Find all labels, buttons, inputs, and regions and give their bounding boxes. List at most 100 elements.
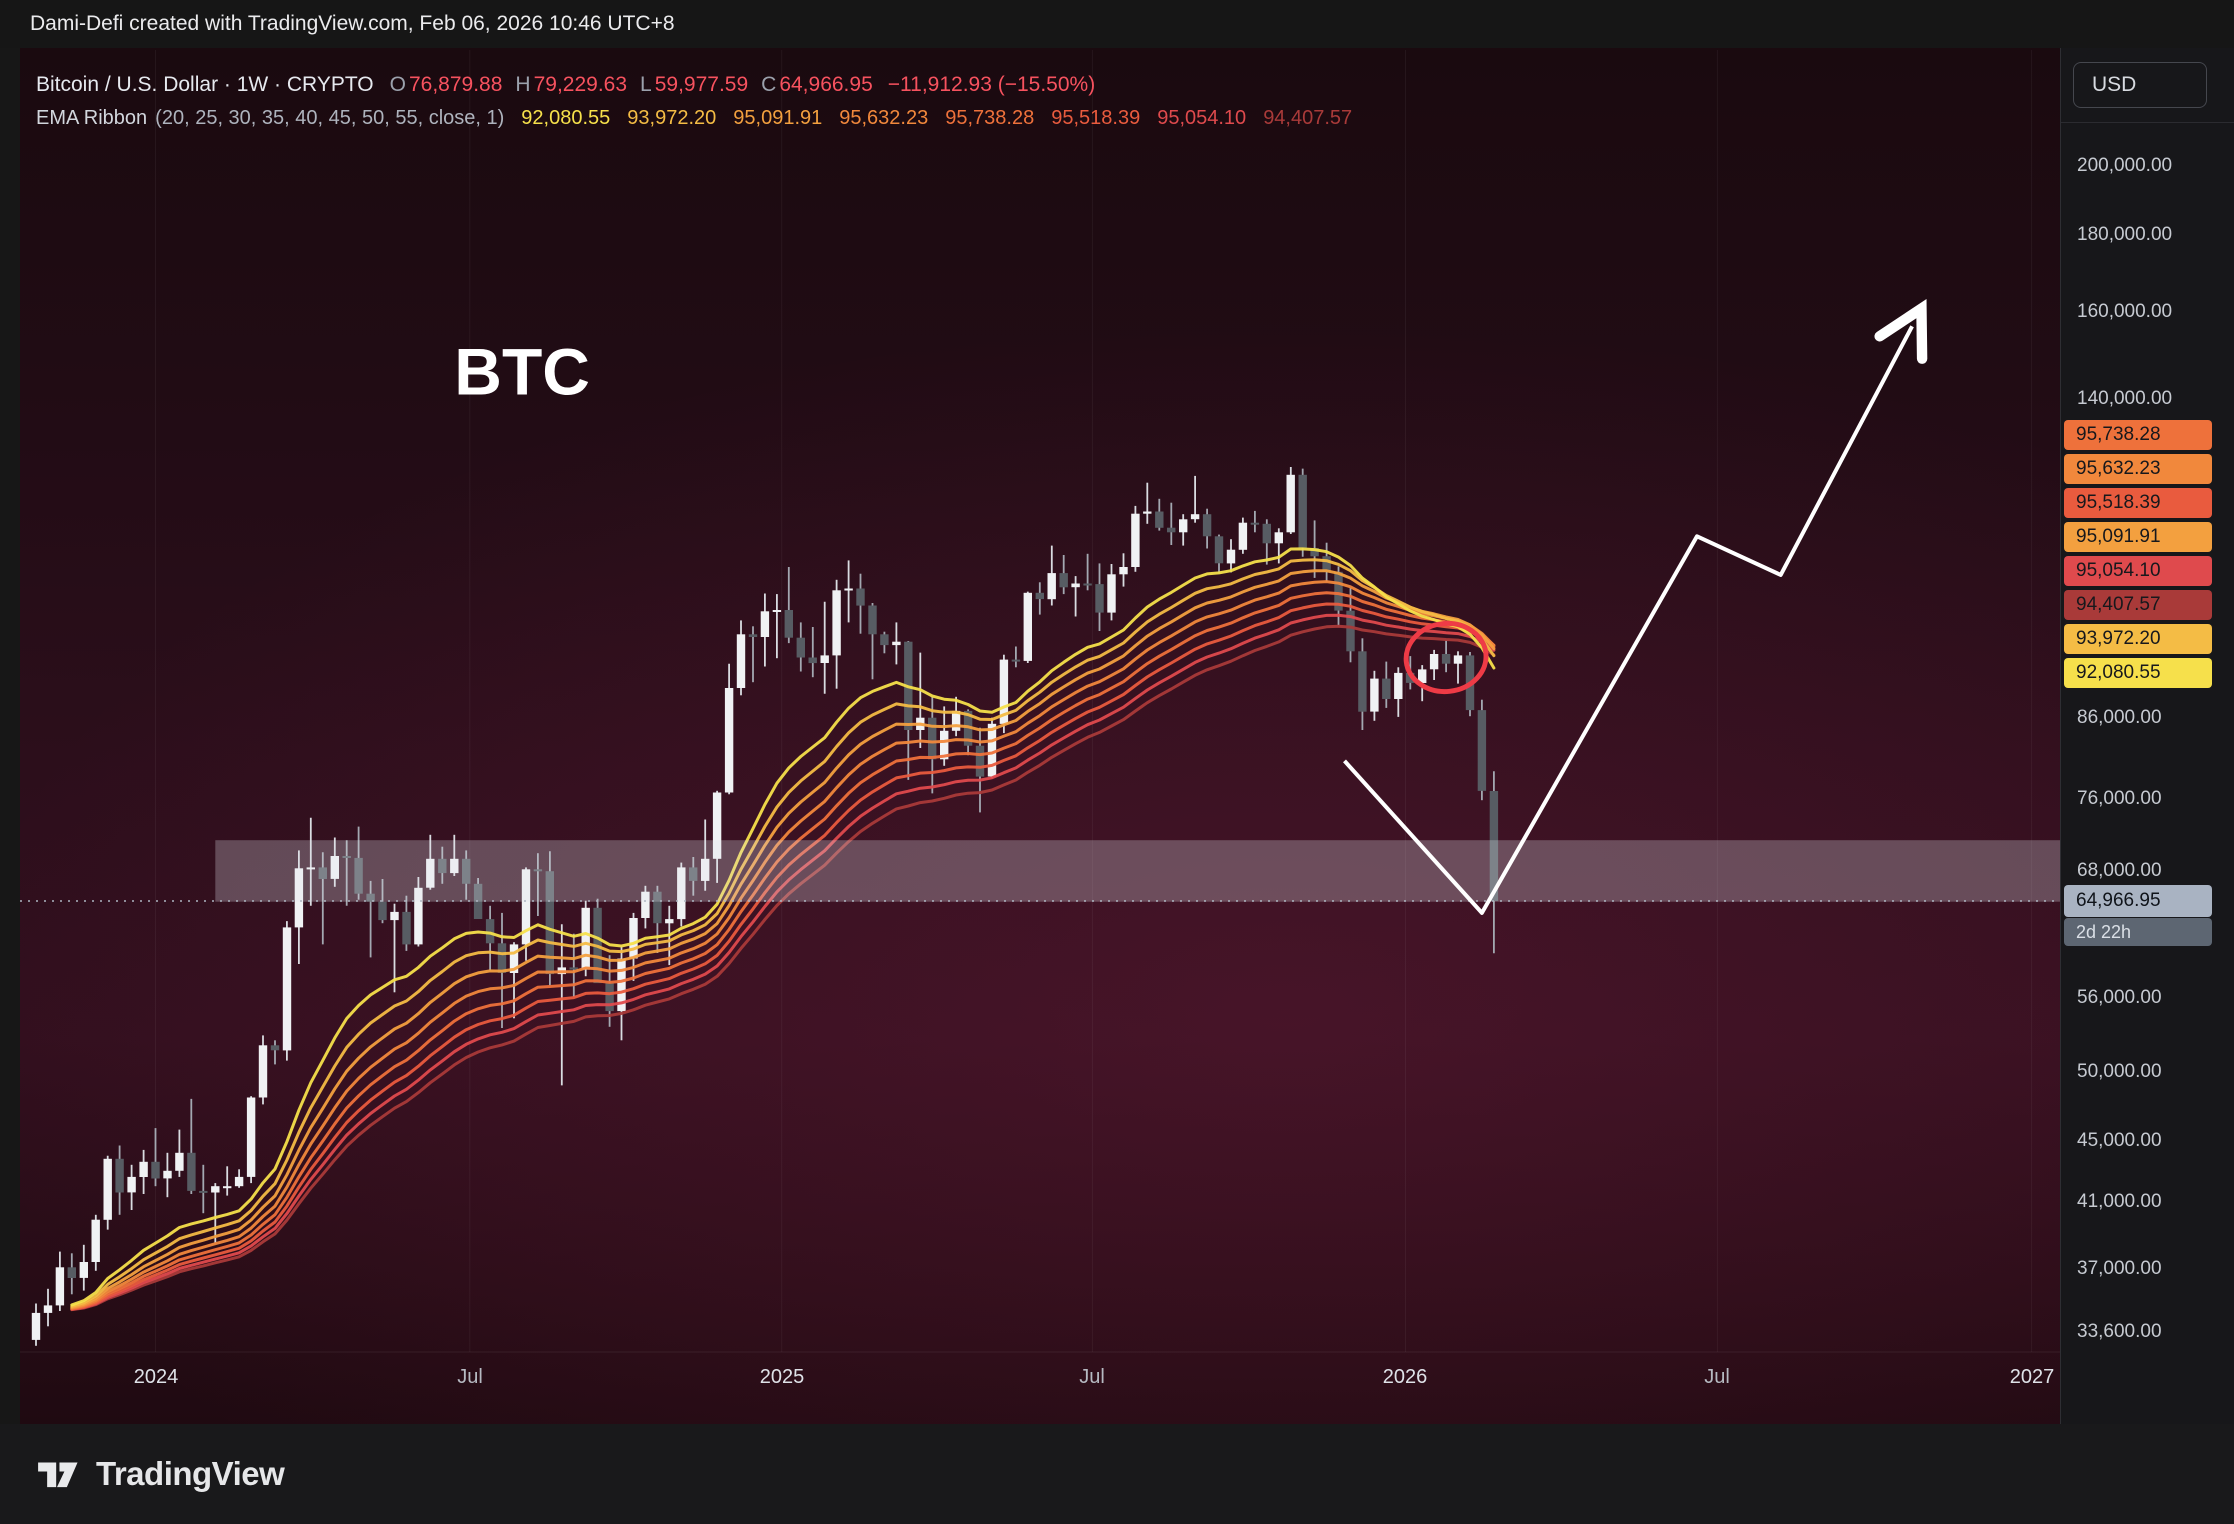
ema-legend-value: 94,407.57	[1263, 106, 1353, 129]
indicator-name[interactable]: EMA Ribbon	[36, 106, 148, 129]
price-axis[interactable]: USD 200,000.00 180,000.00 160,000.00 140,00…	[2060, 48, 2234, 1424]
candle-body	[509, 944, 519, 973]
candle-body	[199, 1190, 208, 1193]
ohlc-low: L 59,977.59	[640, 73, 748, 97]
candle-body	[1382, 678, 1391, 699]
candle-body	[677, 867, 686, 920]
legend: Bitcoin / U.S. Dollar · 1W · CRYPTO O 76…	[36, 68, 1352, 134]
candle-body	[1250, 522, 1260, 525]
candle-body	[1131, 513, 1140, 567]
candle-body	[951, 710, 961, 731]
candle-body	[1429, 654, 1439, 670]
time-axis-label: 2027	[2009, 1366, 2055, 1388]
candle-body	[605, 983, 614, 1012]
highlight-circle[interactable]	[1403, 620, 1490, 696]
ema-price-label: 95,632.23	[2064, 454, 2212, 484]
candle-body	[617, 958, 626, 1012]
candle-body	[999, 659, 1009, 724]
candle-body	[1334, 571, 1343, 611]
candle-body	[928, 717, 937, 760]
ema-legend-value: 92,080.55	[521, 106, 611, 129]
symbol-legend-row: Bitcoin / U.S. Dollar · 1W · CRYPTO O 76…	[36, 68, 1352, 102]
candle-body	[796, 637, 805, 658]
ema-legend-value: 95,738.28	[945, 106, 1035, 129]
candle-body	[43, 1305, 53, 1313]
candle-body	[1298, 474, 1307, 548]
candle-body	[856, 588, 865, 606]
ema-price-label: 95,518.39	[2064, 488, 2212, 518]
support-zone[interactable]	[215, 840, 2060, 902]
tradingview-wordmark[interactable]: TradingView	[96, 1455, 285, 1492]
candle-body	[67, 1267, 76, 1278]
high-value: 79,229.63	[533, 73, 628, 96]
candle-body	[366, 893, 375, 902]
candle-body	[844, 588, 853, 591]
candle-body	[306, 867, 315, 870]
candle-body	[1477, 710, 1487, 791]
price-tick-label: 45,000.00	[2077, 1130, 2162, 1151]
candle-body	[462, 858, 471, 884]
price-tick-label: 200,000.00	[2077, 155, 2173, 176]
candle-body	[880, 634, 889, 646]
bottom-bar: TradingView	[0, 1424, 2234, 1524]
candle-body	[689, 867, 698, 881]
candle-body	[641, 891, 650, 918]
price-tick-label: 160,000.00	[2077, 301, 2173, 322]
price-tick-label: 33,600.00	[2077, 1321, 2162, 1342]
candle-body	[342, 856, 351, 858]
candle-body	[1394, 672, 1403, 699]
countdown-label: 2d 22h	[2064, 918, 2212, 946]
ema-ribbon-line-45	[70, 602, 1496, 1311]
candle-body	[127, 1176, 136, 1193]
candle-body	[1370, 678, 1379, 712]
projection-arrow[interactable]	[1343, 299, 1928, 915]
candle-body	[1095, 584, 1104, 613]
candle-body	[1155, 511, 1164, 528]
candle-body	[629, 918, 638, 959]
candle-body	[760, 611, 770, 637]
candle-body	[521, 869, 531, 945]
high-label: H	[515, 73, 531, 96]
candle-body	[485, 919, 495, 944]
time-axis-label: 2026	[1382, 1366, 1428, 1388]
candle-body	[1083, 583, 1092, 586]
candle-body	[868, 605, 877, 635]
tradingview-logo-icon[interactable]	[34, 1451, 80, 1497]
ema-price-label: 95,738.28	[2064, 420, 2212, 450]
candle-body	[892, 641, 901, 646]
symbol-title[interactable]: Bitcoin / U.S. Dollar · 1W · CRYPTO	[36, 73, 374, 96]
ema-legend-value: 95,091.91	[733, 106, 823, 129]
candle-body	[1179, 519, 1188, 533]
ema-legend-value: 95,632.23	[839, 106, 929, 129]
candle-body	[975, 745, 985, 777]
candle-body	[426, 858, 435, 888]
close-label: C	[761, 73, 777, 96]
ohlc-close: C 64,966.95	[761, 73, 873, 97]
price-chart[interactable]: BTC	[0, 0, 2060, 1424]
candle-body	[1310, 548, 1319, 557]
candle-body	[1119, 567, 1128, 575]
time-axis-label: 2025	[759, 1366, 805, 1388]
currency-button[interactable]: USD	[2073, 62, 2207, 108]
candle-body	[211, 1186, 220, 1193]
candle-body	[414, 887, 423, 945]
candle-body	[784, 610, 793, 638]
candle-body	[665, 919, 674, 924]
time-axis[interactable]: 2024 Jul 2025 Jul 2026 Jul 2027	[0, 1358, 2060, 1402]
candle-body	[545, 871, 554, 975]
chart-background	[20, 48, 2060, 1424]
candle-body	[163, 1170, 172, 1179]
indicator-legend-row[interactable]: EMA Ribbon (20, 25, 30, 35, 40, 45, 50, …	[36, 102, 1352, 134]
ema-price-label: 92,080.55	[2064, 658, 2212, 688]
ema-ribbon-line-55	[70, 624, 1496, 1312]
candle-body	[438, 858, 447, 874]
candle-body	[940, 730, 949, 760]
candle-body	[91, 1219, 100, 1262]
price-tick-label: 76,000.00	[2077, 788, 2162, 809]
btc-label[interactable]: BTC	[454, 335, 590, 409]
candle-body	[1358, 651, 1367, 712]
ema-price-label: 93,972.20	[2064, 624, 2212, 654]
candle-body	[1453, 655, 1463, 664]
watermark-credit: Dami-Defi created with TradingView.com, …	[30, 12, 675, 35]
time-axis-label: 2024	[133, 1366, 179, 1388]
